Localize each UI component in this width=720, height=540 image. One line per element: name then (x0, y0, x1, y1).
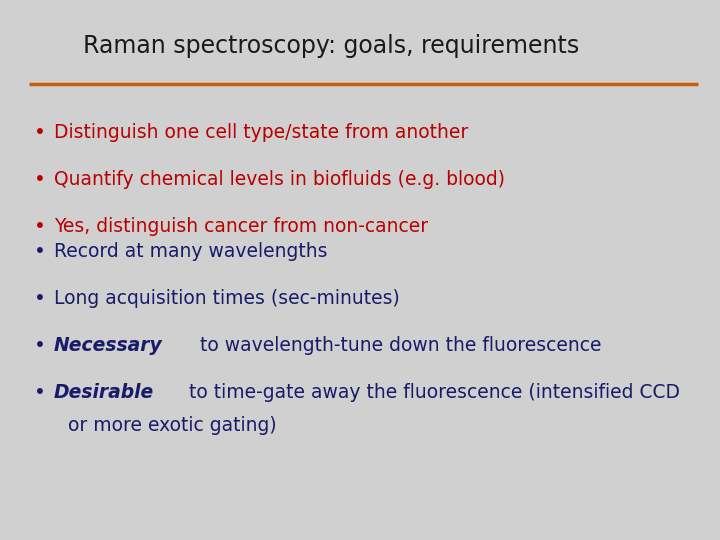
Text: •: • (34, 382, 45, 402)
Text: Necessary: Necessary (54, 335, 163, 355)
Text: Raman spectroscopy: goals, requirements: Raman spectroscopy: goals, requirements (83, 34, 580, 58)
Text: Record at many wavelengths: Record at many wavelengths (54, 241, 328, 261)
Text: Long acquisition times (sec-minutes): Long acquisition times (sec-minutes) (54, 288, 400, 308)
Text: •: • (34, 335, 45, 355)
Text: •: • (34, 288, 45, 308)
Text: Quantify chemical levels in biofluids (e.g. blood): Quantify chemical levels in biofluids (e… (54, 170, 505, 189)
Text: •: • (34, 217, 45, 236)
Text: or more exotic gating): or more exotic gating) (68, 416, 277, 435)
Text: Desirable: Desirable (54, 382, 154, 402)
Text: Distinguish one cell type/state from another: Distinguish one cell type/state from ano… (54, 123, 468, 142)
Text: •: • (34, 170, 45, 189)
Text: •: • (34, 241, 45, 261)
Text: to time-gate away the fluorescence (intensified CCD: to time-gate away the fluorescence (inte… (184, 382, 680, 402)
Text: •: • (34, 123, 45, 142)
Text: to wavelength-tune down the fluorescence: to wavelength-tune down the fluorescence (194, 335, 602, 355)
Text: Yes, distinguish cancer from non-cancer: Yes, distinguish cancer from non-cancer (54, 217, 428, 236)
